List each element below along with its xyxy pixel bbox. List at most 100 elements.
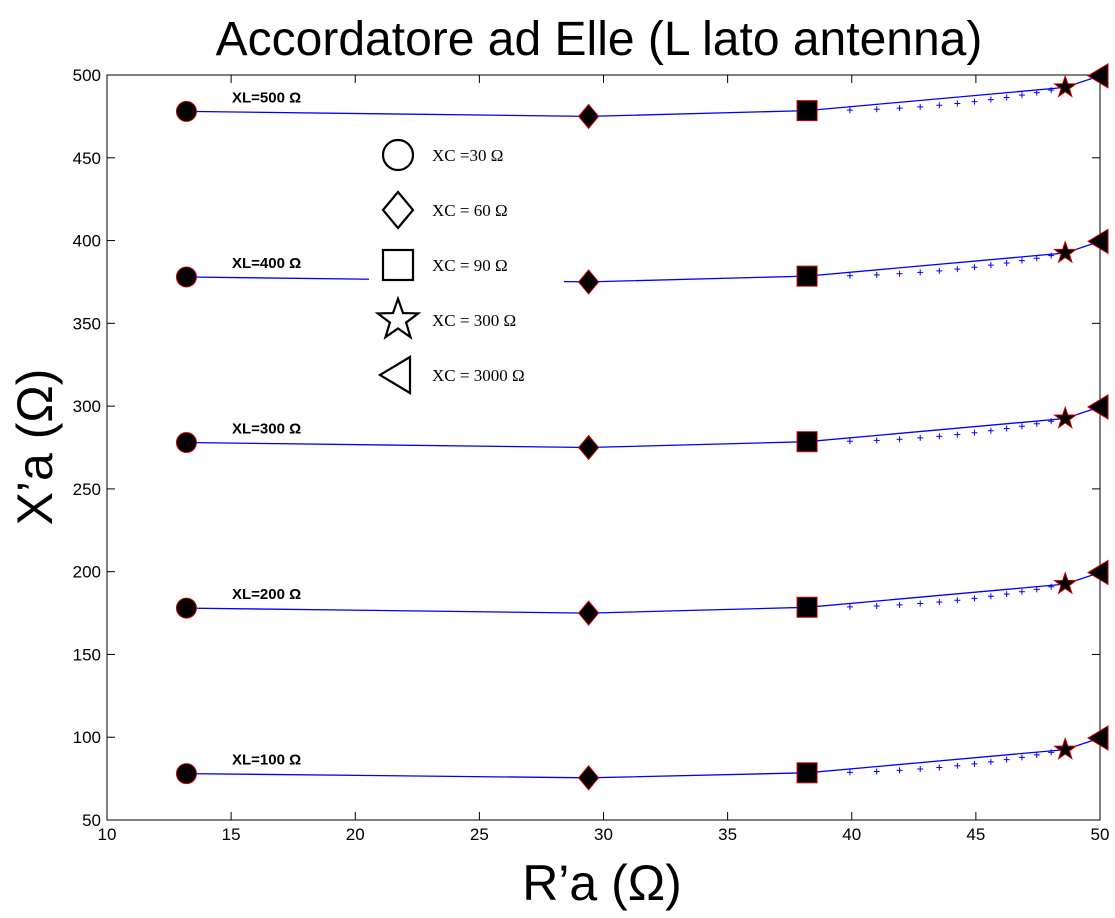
series-marker <box>577 103 600 130</box>
series-point-small <box>896 601 903 608</box>
series-marker <box>1053 405 1078 429</box>
series-point-small <box>971 98 978 105</box>
x-tick-label: 15 <box>222 825 241 844</box>
series-marker <box>1053 736 1078 760</box>
y-tick-label: 400 <box>73 232 101 251</box>
series-point-small <box>873 768 880 775</box>
series-marker <box>175 266 197 288</box>
series-marker <box>796 265 818 287</box>
series-point-small <box>971 264 978 271</box>
series-point-small <box>1048 418 1055 425</box>
x-tick-label: 25 <box>470 825 489 844</box>
series-marker <box>796 596 818 618</box>
series-point-small <box>1003 425 1010 432</box>
series-marker <box>577 434 600 461</box>
series-marker <box>1087 228 1109 255</box>
legend-label: XC = 300 Ω <box>432 311 516 330</box>
series-point-small <box>896 767 903 774</box>
x-tick-label: 10 <box>98 825 117 844</box>
legend-box <box>369 130 564 388</box>
series-point-small <box>1018 588 1025 595</box>
series-point-small <box>954 100 961 107</box>
legend-marker-triangle-left <box>377 355 412 395</box>
series-marker <box>1087 559 1109 586</box>
y-tick-label: 200 <box>73 563 101 582</box>
series-marker <box>175 100 197 122</box>
legend-marker-diamond <box>381 190 415 230</box>
series-point-small <box>1033 255 1040 262</box>
series-point-small <box>917 434 924 441</box>
series-point-small <box>1033 751 1040 758</box>
series-point-small <box>917 269 924 276</box>
series-point-small <box>1048 583 1055 590</box>
y-tick-label: 50 <box>82 811 101 830</box>
x-tick-label: 30 <box>594 825 613 844</box>
series-point-small <box>896 105 903 112</box>
series-point-small <box>873 106 880 113</box>
series-marker <box>796 431 818 453</box>
series-point-small <box>987 427 994 434</box>
series-marker <box>1087 62 1109 89</box>
series-point-small <box>1018 257 1025 264</box>
series-point-small <box>987 96 994 103</box>
series-marker <box>1087 394 1109 420</box>
series-point-small <box>873 437 880 444</box>
series-point-small <box>936 267 943 274</box>
series-point-small <box>917 103 924 110</box>
y-axis-title: X’a (Ω) <box>7 369 63 526</box>
legend-marker-star <box>374 295 422 340</box>
x-tick-label: 35 <box>718 825 737 844</box>
series-point-small <box>846 107 853 114</box>
series-point-small <box>1003 94 1010 101</box>
series-point-small <box>846 272 853 279</box>
series-label: XL=400 Ω <box>232 255 301 272</box>
series-point-small <box>846 769 853 776</box>
series-label: XL=100 Ω <box>232 752 301 769</box>
chart-title: Accordatore ad Elle (L lato antenna) <box>216 13 983 66</box>
y-tick-label: 350 <box>73 314 101 333</box>
series-point-small <box>1018 92 1025 99</box>
legend: XC =30 Ω XC = 60 Ω XC = 90 Ω XC = 300 Ω XC =… <box>369 130 564 395</box>
legend-label: XC = 90 Ω <box>432 256 508 275</box>
series-marker <box>1053 240 1078 264</box>
series-markers <box>175 62 1109 791</box>
series-marker <box>577 765 600 791</box>
series-point-small <box>917 766 924 773</box>
series-point-small <box>896 436 903 443</box>
series-point-small <box>1003 756 1010 763</box>
legend-label: XC = 60 Ω <box>432 201 508 220</box>
series-marker <box>796 100 818 122</box>
series-point-small <box>971 429 978 436</box>
series-marker <box>1087 725 1109 751</box>
x-axis-title: R’a (Ω) <box>522 855 682 911</box>
y-tick-label: 450 <box>73 149 101 168</box>
series-point-small <box>936 764 943 771</box>
legend-label: XC =30 Ω <box>432 146 503 165</box>
x-tick-label: 20 <box>346 825 365 844</box>
axis-ticks: 10 15 20 25 30 35 40 45 50 50 100 150 200 250 300 350 40… <box>73 66 1110 844</box>
series-point-small <box>954 597 961 604</box>
y-tick-label: 300 <box>73 397 101 416</box>
series-point-small <box>1003 259 1010 266</box>
series-point-small <box>846 438 853 445</box>
x-tick-label: 40 <box>842 825 861 844</box>
series-point-small <box>954 431 961 438</box>
series-marker <box>1053 74 1078 98</box>
series-marker <box>175 432 197 454</box>
series-point-small <box>1018 423 1025 430</box>
y-tick-label: 500 <box>73 66 101 85</box>
series-point-small <box>873 271 880 278</box>
x-tick-label: 45 <box>966 825 985 844</box>
series-point-small <box>987 758 994 765</box>
series-label: XL=200 Ω <box>232 586 301 603</box>
series-label: XL=500 Ω <box>232 89 301 106</box>
legend-label: XC = 3000 Ω <box>432 366 525 385</box>
series-point-small <box>1048 87 1055 94</box>
series-marker <box>1053 571 1078 595</box>
series-point-small <box>936 598 943 605</box>
series-point-small <box>936 433 943 440</box>
series-label: XL=300 Ω <box>232 421 301 438</box>
x-tick-label: 50 <box>1091 825 1110 844</box>
series-point-small <box>873 602 880 609</box>
